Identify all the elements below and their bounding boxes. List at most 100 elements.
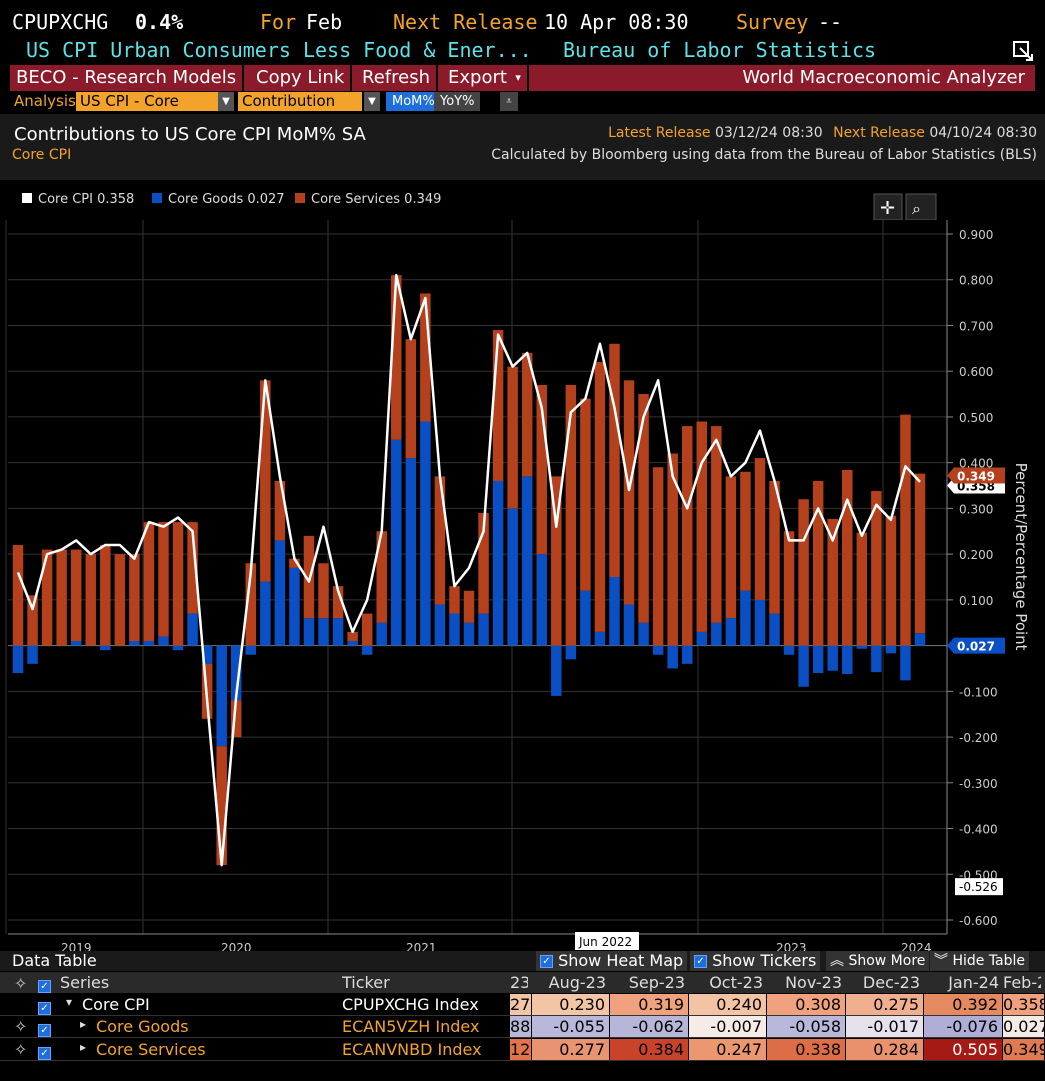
zoom-icon: ⌕ xyxy=(912,199,921,218)
toggle-yoy[interactable]: YoY% xyxy=(434,92,481,111)
series-ticker[interactable]: CPUPXCHG Index xyxy=(342,995,479,1014)
col-ticker-header: Ticker xyxy=(342,973,390,992)
bar-core-goods xyxy=(245,645,257,655)
y-tick-label: -0.400 xyxy=(959,823,998,837)
bar-core-goods xyxy=(725,618,737,646)
table-cell: 0.284 xyxy=(846,1039,923,1060)
bar-core-services xyxy=(551,476,562,646)
bar-core-services xyxy=(711,426,722,623)
expand-icon[interactable]: ▾ xyxy=(66,995,73,1009)
table-row[interactable]: ✧ ✓ ▸ Core Goods ECAN5VZH Index 88 -0.055 -0.06… xyxy=(0,1016,1045,1038)
y-tick-label: 0.700 xyxy=(959,319,993,333)
table-cell: 0.240 xyxy=(689,994,766,1015)
series-ticker[interactable]: ECAN5VZH Index xyxy=(342,1017,480,1036)
bar-core-services xyxy=(667,453,678,646)
legend-entry: Core Services 0.349 xyxy=(311,192,441,207)
bar-core-services xyxy=(56,549,67,646)
min-label-bg xyxy=(955,878,1003,896)
expand-icon[interactable]: ▸ xyxy=(80,1040,87,1054)
contribution-chart[interactable]: Core CPI 0.358 Core Goods 0.027 Core Servi… xyxy=(0,184,1045,964)
bar-core-goods xyxy=(420,421,431,646)
series-name: Core Services xyxy=(96,1040,206,1059)
bar-core-services xyxy=(347,631,358,642)
next-release-label: Next Release xyxy=(393,10,538,34)
hide-table-button[interactable]: ︾ Hide Table xyxy=(930,951,1030,971)
bar-core-goods xyxy=(332,618,344,646)
bar-core-goods xyxy=(391,439,402,646)
month-column-header: Sep-23 xyxy=(628,973,685,992)
filter-icon[interactable]: ⩡ xyxy=(500,92,518,111)
pin-icon[interactable]: ✧ xyxy=(14,974,28,993)
bar-core-goods xyxy=(609,577,620,646)
bar-core-services xyxy=(798,499,809,646)
expand-icon[interactable]: ▸ xyxy=(80,1017,87,1031)
table-cell: -0.007 xyxy=(689,1016,766,1037)
bar-core-goods xyxy=(143,641,155,646)
show-tickers-toggle[interactable]: ✓ Show Tickers xyxy=(690,951,821,971)
bar-core-goods xyxy=(100,645,111,651)
menu-bar: BECO - Research Models Copy Link Refresh… xyxy=(10,65,1035,91)
analysis-select[interactable]: US CPI - Core xyxy=(76,92,218,111)
y-tick-label: -0.600 xyxy=(959,914,998,928)
mode-select[interactable]: Contribution xyxy=(238,92,362,111)
y-tick-label: -0.300 xyxy=(959,777,998,791)
toggle-mom[interactable]: MoM% xyxy=(386,92,441,111)
y-tick-label: 0.600 xyxy=(959,365,993,379)
table-row[interactable]: ✧ ✓ ▸ Core Services ECANVNBD Index 12 0.277 0.3… xyxy=(0,1039,1045,1061)
bar-core-goods xyxy=(289,567,300,646)
menu-export[interactable]: Export ▾ xyxy=(442,65,529,91)
popout-icon[interactable] xyxy=(1012,40,1034,67)
bar-core-services xyxy=(769,480,780,614)
bar-core-goods xyxy=(696,631,708,646)
bar-core-services xyxy=(827,518,838,646)
bar-core-goods xyxy=(201,645,213,664)
row-checkbox[interactable]: ✓ xyxy=(38,998,51,1015)
chevron-down-icon[interactable]: ▼ xyxy=(364,92,380,111)
select-all-checkbox[interactable]: ✓ xyxy=(38,976,51,995)
pin-icon[interactable]: ✧ xyxy=(14,1040,28,1059)
table-cell: 0.392 xyxy=(924,994,1002,1015)
row-checkbox[interactable]: ✓ xyxy=(38,1043,51,1060)
bar-core-goods xyxy=(230,645,242,701)
bar-core-services xyxy=(580,398,591,591)
table-row[interactable]: ✓ ▾ Core CPI CPUPXCHG Index 27 0.230 0.319 0.24… xyxy=(0,994,1045,1016)
chart-area[interactable]: Core CPI 0.358 Core Goods 0.027 Core Servi… xyxy=(0,184,1045,964)
y-axis-title: Percent/Percentage Point xyxy=(1012,463,1030,651)
bar-core-goods xyxy=(551,645,562,696)
bar-core-goods xyxy=(652,645,664,655)
bar-core-goods xyxy=(856,645,868,649)
y-tick-label: 0.300 xyxy=(959,502,993,516)
x-hover-label: Jun 2022 xyxy=(578,935,632,949)
show-heat-map-toggle[interactable]: ✓ Show Heat Map xyxy=(536,951,688,971)
chevron-down-icon: ▾ xyxy=(515,71,521,84)
row-checkbox[interactable]: ✓ xyxy=(38,1020,51,1037)
bar-core-services xyxy=(754,458,766,600)
bar-core-services xyxy=(129,554,140,642)
pin-icon[interactable]: ✧ xyxy=(14,1017,28,1036)
chevron-down-icon[interactable]: ▼ xyxy=(218,92,234,111)
bar-core-services xyxy=(230,700,242,738)
legend-swatch xyxy=(295,193,305,203)
bar-core-services xyxy=(521,352,533,477)
month-column-header: Dec-23 xyxy=(862,973,920,992)
bar-core-services xyxy=(260,380,271,582)
menu-research-models[interactable]: BECO - Research Models xyxy=(10,65,245,91)
bar-core-goods xyxy=(449,613,460,646)
menu-export-label: Export xyxy=(448,67,507,88)
menu-refresh[interactable]: Refresh xyxy=(356,65,438,91)
bar-core-goods xyxy=(754,599,766,646)
bar-core-services xyxy=(492,330,504,481)
show-more-button[interactable]: ︽ Show More xyxy=(826,951,930,971)
bar-core-goods xyxy=(70,641,82,646)
bar-core-goods xyxy=(536,554,547,646)
bar-core-goods xyxy=(798,645,809,687)
bar-core-services xyxy=(274,480,286,541)
bar-core-services xyxy=(609,343,620,577)
series-ticker[interactable]: ECANVNBD Index xyxy=(342,1040,482,1059)
menu-copy-link[interactable]: Copy Link xyxy=(250,65,353,91)
month-column-header: Jan-24 xyxy=(948,973,999,992)
ticker-label[interactable]: CPUPXCHG xyxy=(12,10,109,34)
bar-core-services xyxy=(638,394,649,623)
table-cell: 0.027 xyxy=(1003,1016,1044,1037)
bar-core-services xyxy=(783,531,795,646)
